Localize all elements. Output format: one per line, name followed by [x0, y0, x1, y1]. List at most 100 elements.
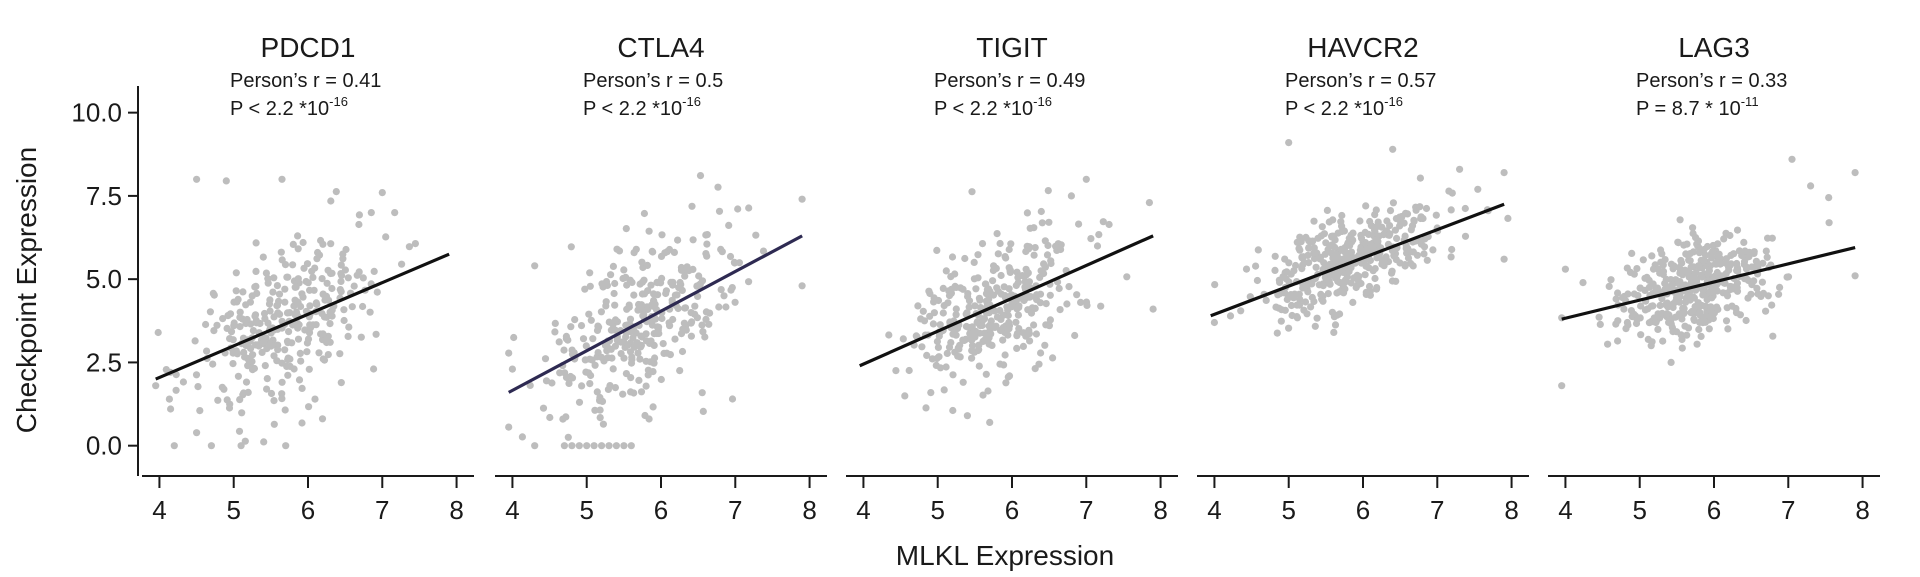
data-point — [260, 309, 269, 318]
data-point — [1343, 240, 1352, 249]
data-point — [220, 385, 228, 393]
data-point — [933, 337, 942, 346]
data-point — [1005, 325, 1013, 333]
data-point — [674, 304, 682, 313]
data-point — [593, 388, 601, 396]
data-point — [633, 339, 641, 347]
data-point — [1031, 244, 1039, 252]
data-point — [294, 275, 302, 283]
data-point — [1283, 268, 1291, 276]
data-point — [229, 349, 237, 357]
y-tick-label: 5.0 — [86, 264, 122, 294]
x-tick-label: 7 — [1430, 495, 1444, 525]
data-point — [1002, 379, 1010, 387]
data-point — [950, 329, 958, 337]
data-point — [1825, 194, 1833, 202]
data-point — [996, 306, 1004, 315]
data-point — [1262, 296, 1270, 304]
data-point — [1423, 256, 1431, 264]
data-point — [318, 415, 327, 423]
data-point — [1005, 285, 1013, 293]
data-point — [1630, 290, 1638, 298]
data-point — [965, 303, 973, 311]
x-axis: 4 5 6 7 8 — [495, 475, 827, 525]
data-point — [240, 389, 248, 397]
data-point — [568, 442, 576, 450]
data-point — [1721, 259, 1729, 267]
data-point — [1744, 294, 1752, 302]
data-point — [670, 248, 679, 256]
data-point — [283, 273, 291, 281]
data-point — [299, 238, 307, 247]
data-point — [962, 322, 971, 331]
panel-title: PDCD1 — [261, 32, 356, 63]
data-point — [344, 332, 352, 340]
data-point — [1448, 245, 1456, 254]
y-tick-label: 10.0 — [71, 98, 122, 128]
data-point — [582, 342, 590, 350]
data-point — [1698, 273, 1706, 281]
data-point — [575, 398, 584, 406]
correlation-label: Person’s r = 0.41 — [230, 70, 381, 92]
data-point — [1604, 340, 1612, 348]
data-point — [252, 282, 260, 290]
data-point — [243, 315, 251, 324]
data-point — [619, 390, 627, 398]
data-point — [1273, 329, 1281, 337]
data-point — [1407, 259, 1415, 268]
data-point — [1504, 214, 1512, 222]
data-point — [1024, 279, 1032, 287]
data-point — [1083, 301, 1091, 309]
data-point — [1410, 216, 1418, 224]
data-point — [260, 438, 268, 446]
data-point — [1307, 303, 1315, 311]
data-point — [508, 365, 516, 373]
x-axis: 4 5 6 7 8 — [1548, 475, 1880, 525]
x-tick-label: 4 — [856, 495, 870, 525]
data-point — [193, 175, 201, 183]
data-point — [270, 420, 278, 428]
regression-line — [1561, 245, 1856, 321]
data-point — [1301, 298, 1310, 306]
data-point — [1447, 253, 1455, 261]
data-point — [939, 309, 947, 317]
panel-ctla4: CTLA4 Person’s r = 0.5P < 2.2 *10-16 4 5 6 7 8 — [495, 32, 827, 525]
data-point — [715, 207, 724, 215]
data-point — [546, 413, 554, 422]
data-point — [1295, 301, 1304, 309]
data-point — [284, 339, 292, 347]
data-point — [642, 337, 651, 345]
data-point — [281, 346, 289, 354]
x-tick-label: 8 — [1855, 495, 1869, 525]
data-point — [1759, 289, 1768, 297]
data-point — [1308, 238, 1316, 246]
data-point — [324, 266, 332, 274]
data-point — [703, 240, 711, 248]
data-point — [798, 195, 806, 203]
data-point — [725, 221, 733, 229]
data-point — [1416, 203, 1424, 211]
data-point — [923, 351, 931, 359]
data-point — [315, 349, 323, 357]
data-point — [359, 274, 367, 282]
data-point — [1317, 290, 1325, 298]
data-point — [611, 279, 619, 288]
data-point — [1645, 283, 1653, 291]
data-point — [643, 261, 652, 269]
data-point — [635, 305, 643, 313]
data-point — [370, 267, 378, 275]
data-point — [1683, 251, 1692, 259]
data-point — [1210, 318, 1218, 327]
data-point — [1033, 291, 1041, 299]
data-point — [1696, 318, 1704, 326]
data-point — [612, 442, 621, 450]
data-point — [1413, 251, 1421, 259]
data-point — [1748, 281, 1756, 289]
data-point — [1329, 232, 1337, 240]
data-point — [622, 370, 631, 378]
data-point — [659, 340, 667, 348]
data-point — [726, 252, 735, 261]
data-point — [172, 386, 180, 394]
data-point — [1670, 262, 1678, 270]
data-point — [1740, 257, 1749, 266]
